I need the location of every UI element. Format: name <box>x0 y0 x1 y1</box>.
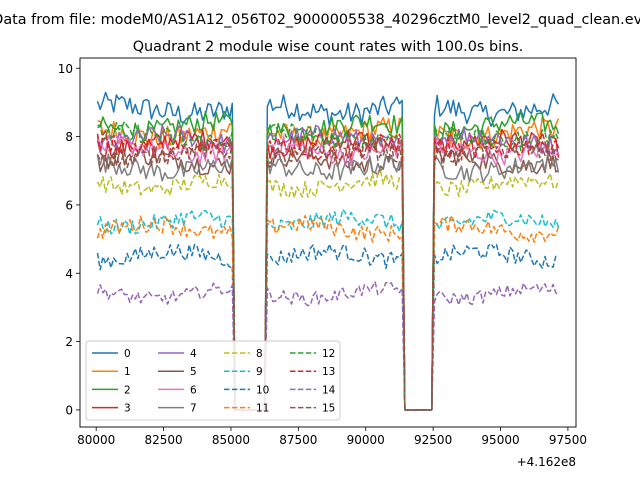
legend-label-11: 11 <box>256 403 269 415</box>
x-tick-label: 95000 <box>481 433 519 447</box>
series-line-7 <box>96 153 560 411</box>
legend-label-6: 6 <box>190 384 197 396</box>
legend-label-14: 14 <box>322 384 336 396</box>
series-line-11 <box>96 214 560 411</box>
legend-label-1: 1 <box>124 366 131 378</box>
chart-title: Quadrant 2 module wise count rates with … <box>133 39 524 55</box>
legend-label-15: 15 <box>322 403 335 415</box>
y-tick-label: 4 <box>65 267 73 281</box>
legend-label-13: 13 <box>322 366 335 378</box>
chart-suptitle: Data from file: modeM0/AS1A12_056T02_900… <box>0 12 640 28</box>
plot-frame <box>79 57 577 428</box>
x-tick-label: 97500 <box>549 433 587 447</box>
y-tick-label: 2 <box>65 335 73 349</box>
series-line-2 <box>97 110 560 411</box>
series-line-9 <box>96 208 560 411</box>
x-axis: 80000 82500 85000 87500 90000 92500 95000 97500 <box>77 427 587 447</box>
x-tick-label: 92500 <box>414 433 452 447</box>
legend-label-9: 9 <box>256 366 263 378</box>
legend-label-7: 7 <box>190 403 197 415</box>
series-line-15 <box>96 138 559 411</box>
x-tick-label: 85000 <box>212 433 250 447</box>
x-offset-label: +4.162e8 <box>517 455 576 469</box>
x-tick-label: 82500 <box>144 433 182 447</box>
series-line-0 <box>96 91 560 411</box>
series-line-13 <box>96 131 560 411</box>
series-line-14 <box>96 281 559 411</box>
legend-label-10: 10 <box>256 384 269 396</box>
x-tick-label: 87500 <box>279 433 317 447</box>
legend-label-12: 12 <box>322 348 335 360</box>
series-line-10 <box>96 242 559 411</box>
series-line-8 <box>96 170 560 411</box>
y-tick-label: 10 <box>58 62 73 76</box>
y-tick-label: 0 <box>65 403 73 417</box>
series-line-6 <box>96 134 560 411</box>
legend-label-4: 4 <box>190 348 197 360</box>
series-line-12 <box>97 120 560 411</box>
y-tick-label: 8 <box>65 130 73 144</box>
legend-label-2: 2 <box>124 384 131 396</box>
x-tick-label: 90000 <box>347 433 385 447</box>
x-tick-label: 80000 <box>77 433 115 447</box>
legend-label-3: 3 <box>124 403 131 415</box>
legend-label-0: 0 <box>124 348 131 360</box>
series-layer <box>96 91 560 411</box>
legend-box <box>85 340 341 421</box>
y-axis: 0 2 4 6 8 10 <box>58 62 80 417</box>
legend-label-5: 5 <box>190 366 197 378</box>
legend-label-8: 8 <box>256 348 263 360</box>
y-tick-label: 6 <box>65 198 73 212</box>
